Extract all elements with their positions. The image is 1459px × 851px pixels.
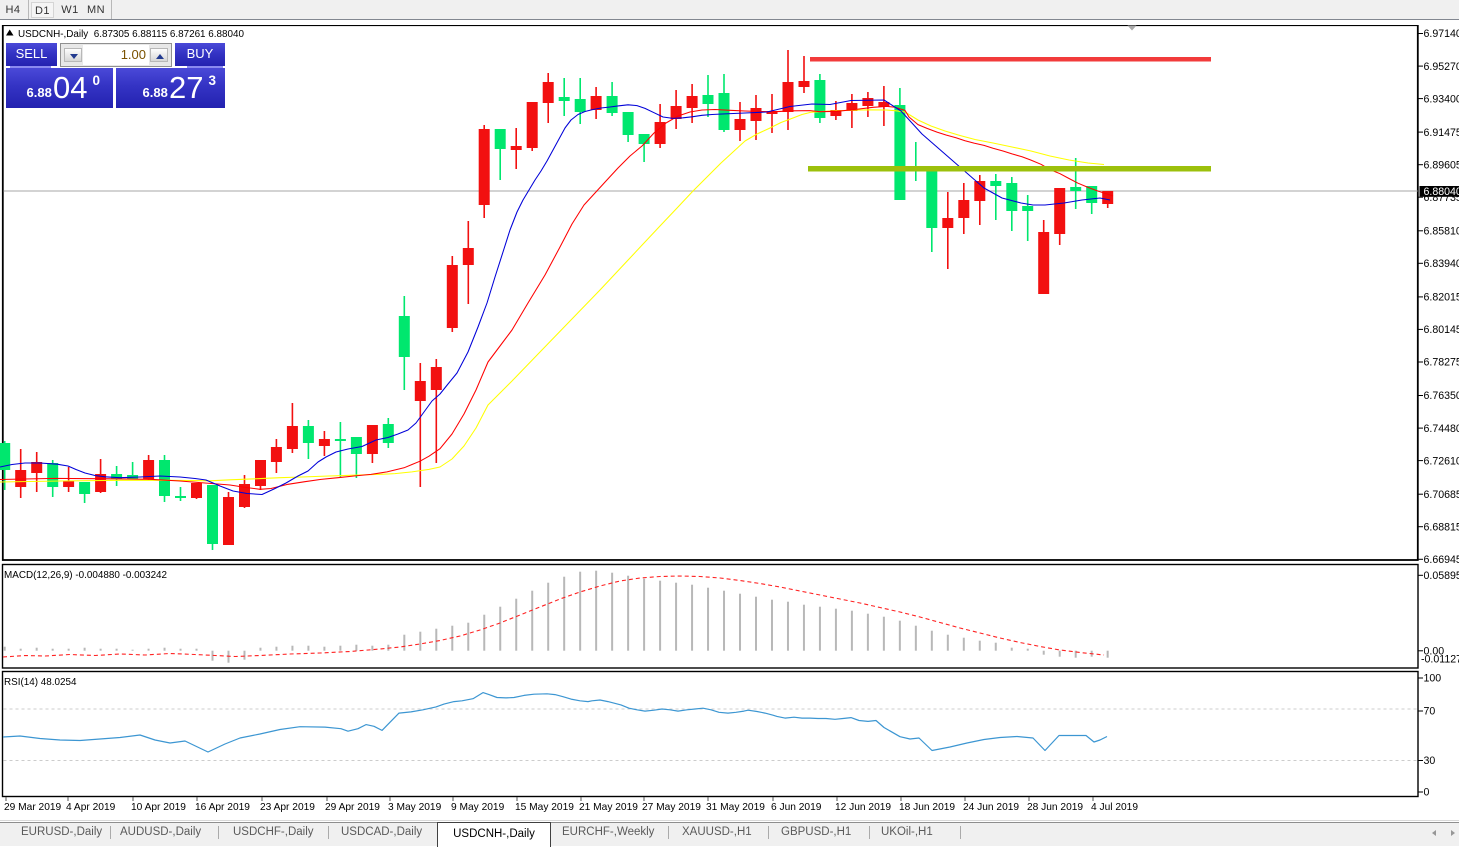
svg-text:30: 30 <box>1424 755 1436 767</box>
svg-text:6.70685: 6.70685 <box>1424 489 1459 501</box>
svg-text:6.76350: 6.76350 <box>1424 390 1459 402</box>
svg-text:15 May 2019: 15 May 2019 <box>515 802 574 813</box>
svg-text:6.95270: 6.95270 <box>1424 61 1459 73</box>
svg-text:29 Apr 2019: 29 Apr 2019 <box>325 802 380 813</box>
svg-text:6.68815: 6.68815 <box>1424 521 1459 533</box>
svg-text:9 May 2019: 9 May 2019 <box>451 802 505 813</box>
svg-text:29 Mar 2019: 29 Mar 2019 <box>4 802 62 813</box>
svg-text:6.88040: 6.88040 <box>1424 186 1459 198</box>
svg-text:USDCNH-,Daily 6.87305 6.88115: USDCNH-,Daily 6.87305 6.88115 6.87261 6.… <box>18 29 244 40</box>
svg-text:4 Jul 2019: 4 Jul 2019 <box>1091 802 1138 813</box>
svg-text:6.82015: 6.82015 <box>1424 292 1459 304</box>
svg-text:6.89605: 6.89605 <box>1424 159 1459 171</box>
svg-text:6.74480: 6.74480 <box>1424 423 1459 435</box>
svg-text:6.83940: 6.83940 <box>1424 258 1459 270</box>
svg-text:27 May 2019: 27 May 2019 <box>642 802 701 813</box>
svg-text:18 Jun 2019: 18 Jun 2019 <box>899 802 955 813</box>
svg-text:6.78275: 6.78275 <box>1424 357 1459 369</box>
svg-text:6.93400: 6.93400 <box>1424 93 1459 105</box>
svg-text:6 Jun 2019: 6 Jun 2019 <box>771 802 822 813</box>
svg-text:31 May 2019: 31 May 2019 <box>706 802 765 813</box>
svg-text:24 Jun 2019: 24 Jun 2019 <box>963 802 1019 813</box>
svg-text:6.72610: 6.72610 <box>1424 455 1459 467</box>
svg-text:6.91475: 6.91475 <box>1424 127 1459 139</box>
svg-text:10 Apr 2019: 10 Apr 2019 <box>131 802 186 813</box>
svg-text:6.97140: 6.97140 <box>1424 28 1459 40</box>
svg-text:6.80145: 6.80145 <box>1424 324 1459 336</box>
svg-text:0: 0 <box>1424 787 1430 799</box>
svg-text:3 May 2019: 3 May 2019 <box>388 802 442 813</box>
svg-text:RSI(14) 48.0254: RSI(14) 48.0254 <box>4 677 77 688</box>
svg-text:21 May 2019: 21 May 2019 <box>579 802 638 813</box>
svg-text:0.058954: 0.058954 <box>1424 570 1459 582</box>
svg-text:MACD(12,26,9) -0.004880 -0.003: MACD(12,26,9) -0.004880 -0.003242 <box>4 570 167 581</box>
svg-text:23 Apr 2019: 23 Apr 2019 <box>260 802 315 813</box>
svg-text:4 Apr 2019: 4 Apr 2019 <box>66 802 116 813</box>
svg-text:16 Apr 2019: 16 Apr 2019 <box>195 802 250 813</box>
svg-text:28 Jun 2019: 28 Jun 2019 <box>1027 802 1083 813</box>
svg-text:6.66945: 6.66945 <box>1424 554 1459 566</box>
svg-text:70: 70 <box>1424 706 1436 718</box>
svg-text:12 Jun 2019: 12 Jun 2019 <box>835 802 891 813</box>
svg-text:6.85810: 6.85810 <box>1424 226 1459 238</box>
svg-text:100: 100 <box>1424 673 1442 685</box>
svg-text:-0.01127: -0.01127 <box>1421 653 1459 665</box>
